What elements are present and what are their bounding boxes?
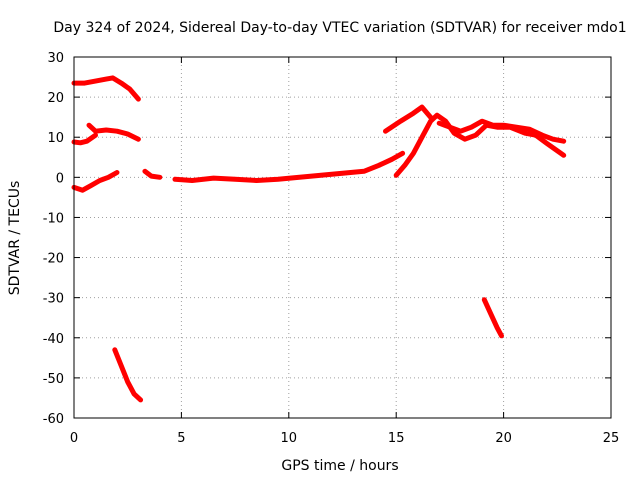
x-tick-label: 0 [70,431,78,446]
series-arc-8 [383,104,434,134]
axis-ticks: 0 5 10 15 20 25 -60 -50 -40 -30 -20 -10 0 10 20 30 [43,51,620,446]
y-tick-label: -50 [43,372,64,387]
y-tick-label: -20 [43,252,64,267]
x-tick-label: 20 [495,431,512,446]
series-arc-5 [142,168,163,180]
y-tick-label: -60 [43,412,64,427]
data-series [71,75,567,403]
x-tick-label: 25 [603,431,620,446]
series-arc-9 [436,118,567,144]
x-tick-label: 15 [388,431,405,446]
series-arc-7 [393,112,567,178]
y-tick-label: 30 [47,51,64,66]
x-tick-label: 5 [177,431,185,446]
series-arc-10 [112,347,144,403]
x-axis-title: GPS time / hours [281,458,398,474]
plot-frame [73,56,612,419]
y-tick-label: 10 [47,131,64,146]
series-arc-4 [71,170,120,193]
y-axis-title: SDTVAR / TECUs [7,181,23,296]
y-tick-label: -30 [43,292,64,307]
series-arc-3 [71,132,98,146]
y-tick-label: -10 [43,211,64,226]
series-arc-11 [481,297,504,339]
series-arc-1 [71,75,141,102]
y-tick-label: 20 [47,91,64,106]
y-tick-label: 0 [56,171,64,186]
chart-title: Day 324 of 2024, Sidereal Day-to-day VTE… [53,20,626,36]
grid [74,57,611,418]
series-arc-2 [86,122,141,142]
x-tick-label: 10 [281,431,298,446]
y-tick-label: -40 [43,332,64,347]
series-arc-6 [172,150,406,183]
